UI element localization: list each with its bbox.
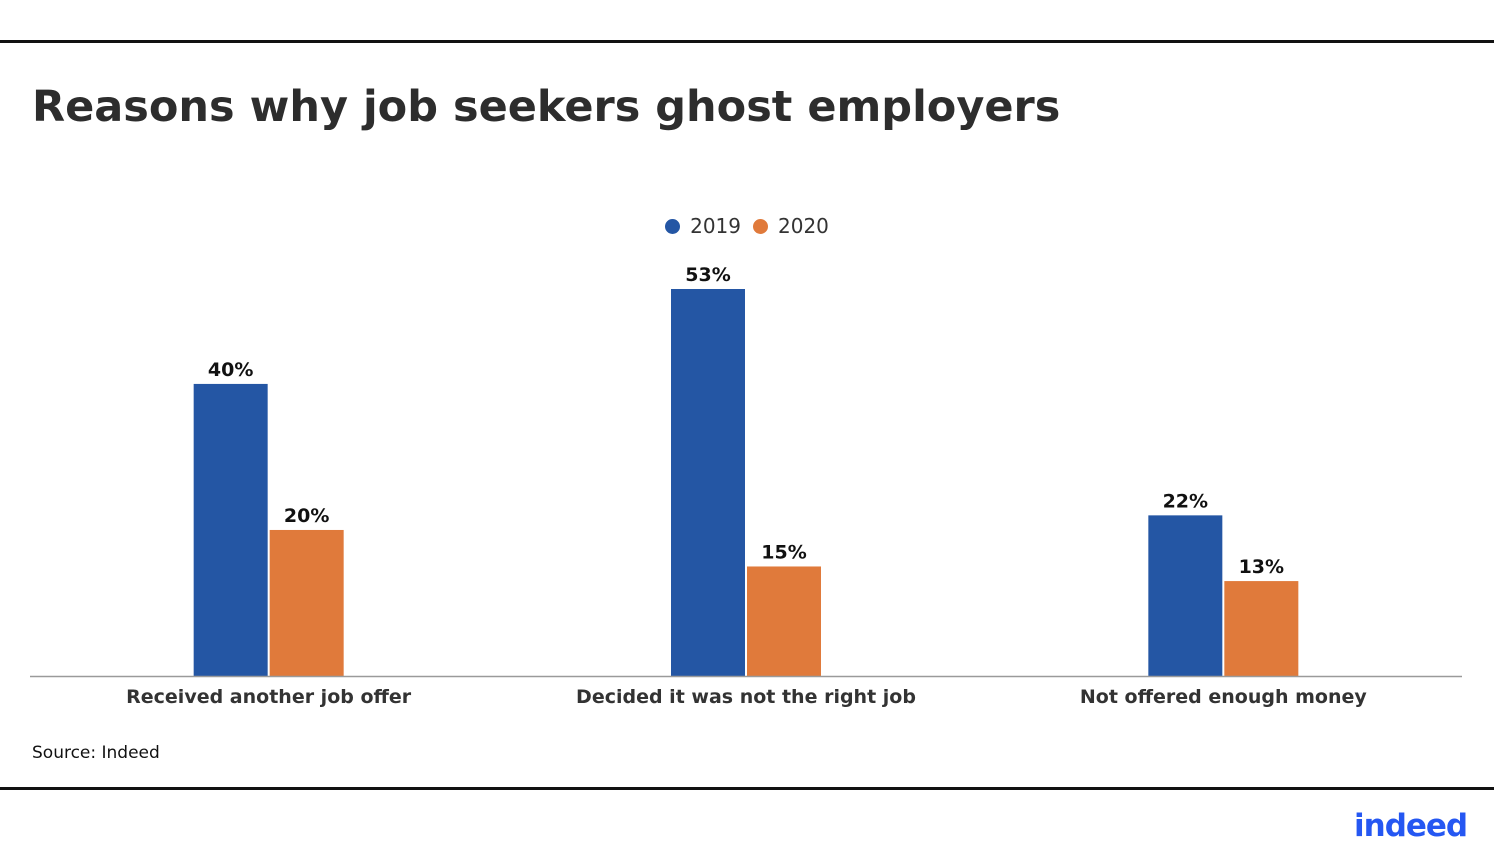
bar-2019-1 <box>193 383 268 676</box>
chart-title: Reasons why job seekers ghost employers <box>32 82 1061 132</box>
category-label-1: Received another job offer <box>126 686 412 708</box>
top-rule <box>0 40 1494 43</box>
data-label-2019-1: 40% <box>208 359 253 381</box>
data-label-2019-3: 22% <box>1163 490 1208 512</box>
bar-2020-1 <box>269 529 344 676</box>
category-label-3: Not offered enough money <box>1080 686 1367 708</box>
source-note: Source: Indeed <box>32 743 160 763</box>
data-label-2020-2: 15% <box>761 541 806 563</box>
legend-label-2019: 2019 <box>690 214 741 238</box>
data-label-2019-2: 53% <box>685 264 730 286</box>
legend-label-2020: 2020 <box>778 214 829 238</box>
data-label-2020-1: 20% <box>284 505 329 527</box>
legend-item-2019: 2019 <box>665 214 741 238</box>
bar-2019-3 <box>1148 515 1223 676</box>
legend: 2019 2020 <box>0 214 1494 238</box>
data-label-2020-3: 13% <box>1239 556 1284 578</box>
bottom-rule <box>0 787 1494 790</box>
legend-swatch-2020 <box>753 218 768 234</box>
category-label-2: Decided it was not the right job <box>576 686 916 708</box>
indeed-logo: indeed <box>1354 808 1468 844</box>
legend-swatch-2019 <box>665 218 681 234</box>
bar-chart: 40% 20% Received another job offer 53% 15% De… <box>30 264 1462 708</box>
bar-2020-3 <box>1224 581 1299 676</box>
legend-item-2020: 2020 <box>753 214 829 238</box>
bar-2020-2 <box>747 566 821 676</box>
bar-2019-2 <box>671 289 745 676</box>
